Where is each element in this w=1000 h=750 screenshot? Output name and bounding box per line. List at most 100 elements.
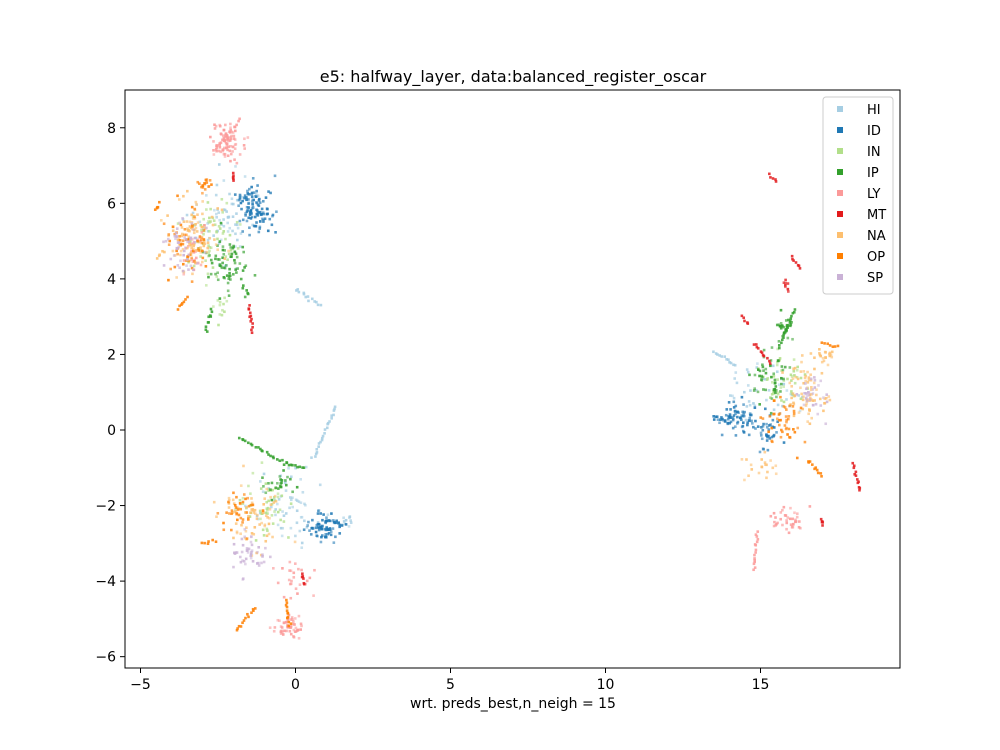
data-point [779, 326, 783, 330]
data-point [171, 229, 175, 233]
data-point [768, 424, 771, 427]
data-point [159, 218, 163, 222]
legend-label: LY [867, 187, 881, 202]
data-point [209, 272, 213, 276]
data-point [747, 474, 750, 478]
data-point [281, 631, 284, 634]
data-point [177, 245, 181, 249]
data-point [254, 512, 257, 515]
data-point [274, 513, 277, 517]
data-point [282, 595, 286, 599]
data-point [267, 522, 271, 526]
data-point [234, 223, 237, 226]
data-point [822, 409, 825, 413]
data-point [819, 472, 823, 475]
data-point [782, 333, 785, 337]
data-point [261, 449, 264, 453]
data-point [330, 414, 333, 417]
data-point [247, 216, 251, 220]
data-point [195, 248, 198, 252]
data-point [756, 347, 760, 350]
data-point [734, 425, 737, 428]
data-point [250, 328, 253, 332]
data-point [786, 326, 789, 329]
data-point [774, 516, 777, 519]
data-point [215, 212, 218, 216]
data-point [765, 439, 769, 442]
data-point [237, 624, 241, 628]
x-tick-label: 10 [597, 677, 615, 693]
data-point [195, 203, 198, 206]
data-point [213, 123, 216, 127]
data-point [760, 378, 763, 382]
data-point [258, 210, 262, 214]
data-point [207, 275, 210, 279]
data-point [265, 507, 269, 510]
data-point [809, 388, 813, 392]
data-point [216, 207, 220, 210]
data-point [225, 143, 229, 147]
data-point [317, 445, 320, 448]
data-point [241, 230, 244, 233]
data-point [287, 463, 291, 467]
data-point [288, 506, 291, 510]
data-point [247, 198, 250, 201]
data-point [254, 224, 257, 228]
data-point [818, 351, 821, 355]
data-point [190, 266, 194, 270]
data-point [233, 129, 237, 133]
data-point [215, 144, 219, 147]
data-point [193, 236, 197, 240]
data-point [208, 216, 211, 220]
data-point [772, 412, 775, 416]
data-point [206, 229, 210, 233]
data-point [791, 337, 794, 341]
data-point [182, 220, 186, 224]
data-point [240, 523, 243, 527]
data-point [789, 373, 793, 377]
data-point [207, 315, 211, 319]
data-point [270, 514, 274, 517]
data-point [233, 258, 236, 262]
data-point [313, 568, 316, 572]
data-point [263, 497, 267, 500]
data-point [232, 179, 235, 182]
data-point [231, 273, 235, 276]
data-point [793, 308, 797, 311]
data-point [781, 430, 784, 434]
data-point [216, 511, 220, 515]
data-point [743, 410, 746, 414]
data-point [826, 342, 829, 346]
data-point [293, 630, 297, 634]
data-point [802, 395, 805, 398]
data-point [257, 446, 260, 449]
data-point [289, 622, 293, 625]
data-point [161, 249, 164, 253]
data-point [259, 517, 262, 521]
data-point [228, 149, 232, 153]
data-point [264, 546, 267, 550]
data-point [209, 307, 213, 311]
data-point [300, 515, 304, 519]
data-point [248, 304, 251, 307]
data-point [227, 500, 230, 504]
data-point [815, 468, 819, 472]
data-point [301, 572, 304, 576]
data-point [792, 367, 795, 371]
data-point [317, 442, 321, 445]
data-point [214, 272, 217, 276]
data-point [258, 511, 262, 515]
data-point [740, 458, 744, 461]
data-point [288, 560, 292, 564]
data-point [207, 251, 210, 255]
data-point [205, 226, 208, 230]
data-point [289, 475, 293, 479]
data-point [184, 238, 188, 241]
data-point [811, 403, 815, 407]
data-point [217, 211, 221, 214]
data-point [813, 378, 817, 382]
data-point [755, 366, 759, 369]
data-point [783, 424, 787, 427]
data-point [221, 211, 224, 214]
data-point [804, 382, 807, 385]
